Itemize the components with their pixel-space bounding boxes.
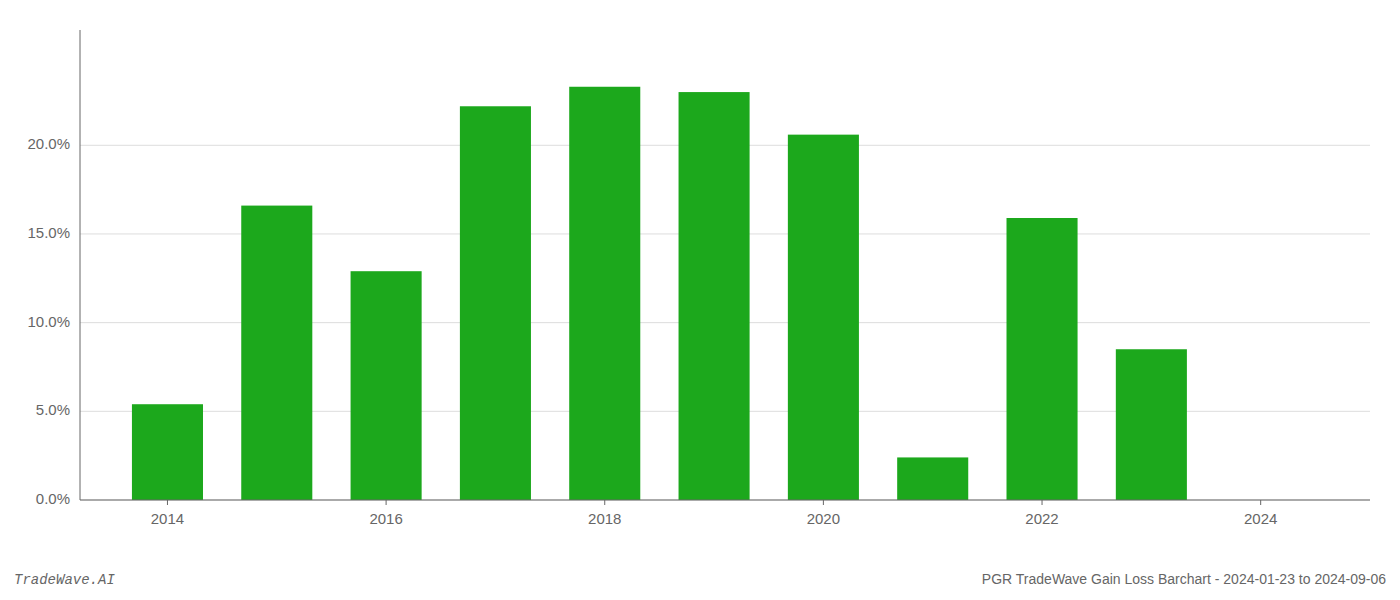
bar <box>788 135 859 500</box>
y-tick-label: 5.0% <box>36 401 70 418</box>
x-tick-label: 2020 <box>807 510 840 527</box>
bars <box>132 87 1187 500</box>
x-tick <box>823 500 824 505</box>
x-tick-label: 2022 <box>1025 510 1058 527</box>
bar <box>679 92 750 500</box>
x-tick <box>167 500 168 505</box>
x-tick-label: 2014 <box>151 510 184 527</box>
bar <box>132 404 203 500</box>
bar <box>1116 349 1187 500</box>
x-axis-line <box>80 500 1370 501</box>
x-tick-label: 2018 <box>588 510 621 527</box>
x-tick-label: 2024 <box>1244 510 1277 527</box>
chart-title: PGR TradeWave Gain Loss Barchart - 2024-… <box>982 571 1386 587</box>
x-axis: 2014 2016 2018 2020 2022 2024 <box>151 500 1278 527</box>
x-tick <box>604 500 605 505</box>
x-tick <box>1042 500 1043 505</box>
grid-line <box>80 500 1370 501</box>
bar <box>569 87 640 500</box>
chart-container: 0.0%5.0%10.0%15.0%20.0%20142016201820202… <box>0 0 1400 600</box>
bar <box>460 106 531 500</box>
bar <box>1007 218 1078 500</box>
bar <box>241 206 312 500</box>
x-tick <box>1260 500 1261 505</box>
x-tick-label: 2016 <box>369 510 402 527</box>
y-tick-label: 20.0% <box>27 135 70 152</box>
x-tick <box>386 500 387 505</box>
chart-svg: 0.0%5.0%10.0%15.0%20.0%20142016201820202… <box>0 0 1400 600</box>
y-tick-label: 10.0% <box>27 313 70 330</box>
background <box>0 0 1400 600</box>
footer-text: TradeWave.AI <box>14 572 115 588</box>
y-tick-label: 15.0% <box>27 224 70 241</box>
bar <box>897 457 968 500</box>
y-axis-line <box>80 30 81 500</box>
y-tick-label: 0.0% <box>36 490 70 507</box>
bar <box>351 271 422 500</box>
